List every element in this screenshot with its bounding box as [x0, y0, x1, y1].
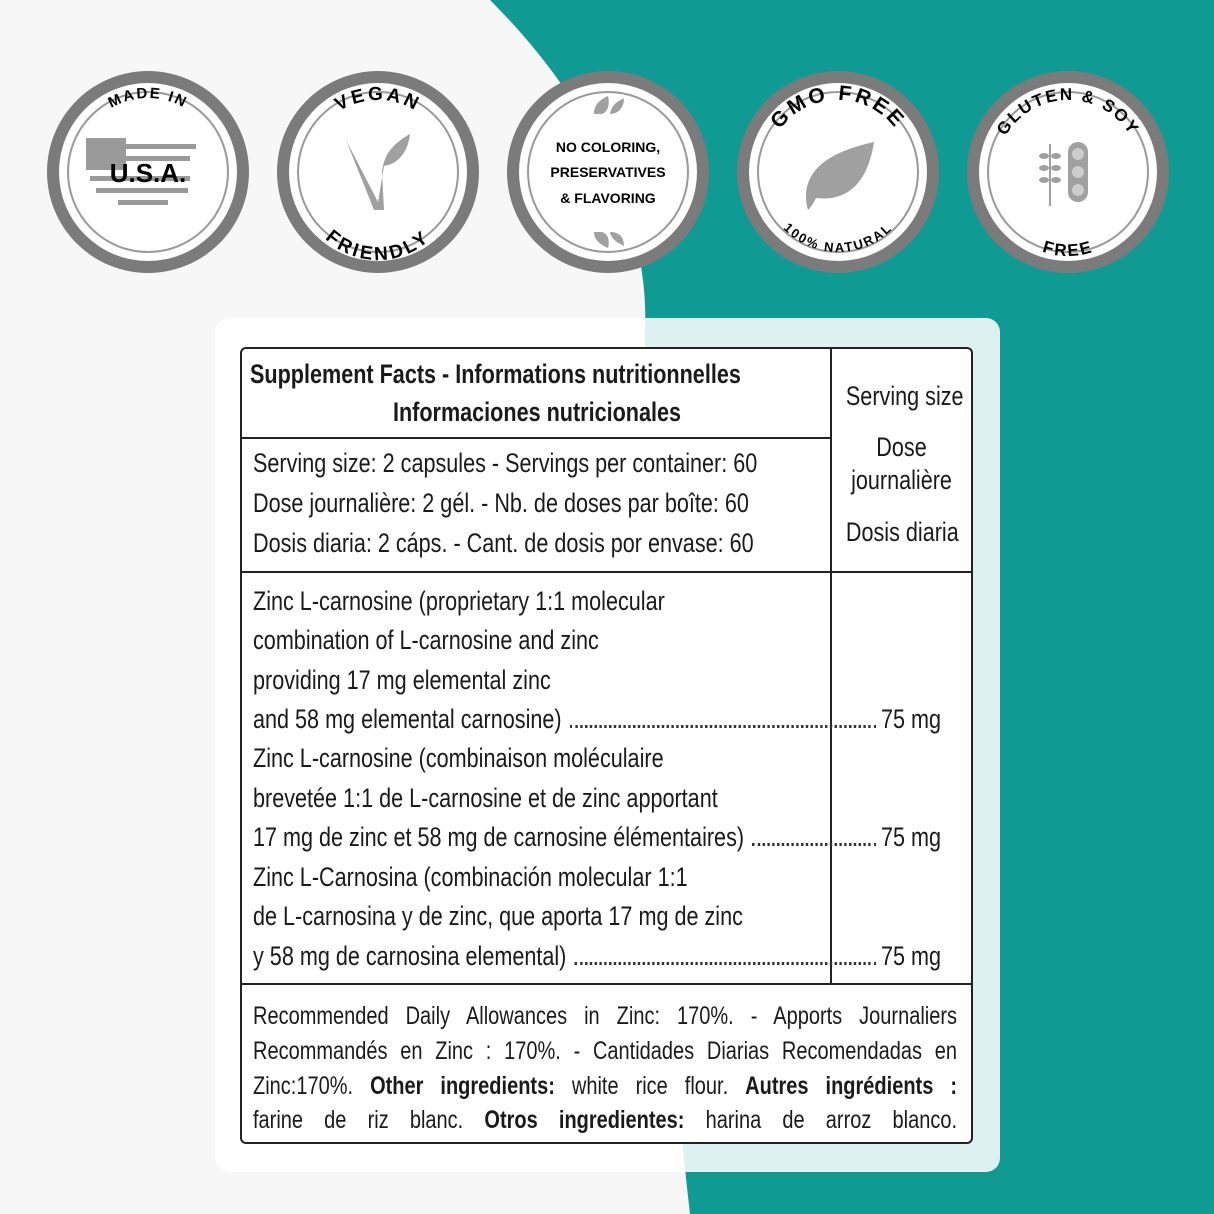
ingredient-line: providing 17 mg elemental zinc: [253, 665, 551, 695]
v-leaf-icon: [346, 134, 410, 210]
svg-text:NO COLORING,: NO COLORING,: [556, 139, 660, 155]
ingredient-amount: 75 mg: [880, 704, 941, 734]
svg-text:PRESERVATIVES: PRESERVATIVES: [550, 164, 665, 180]
footer-bold: Other ingredients:: [370, 1072, 555, 1100]
badge-text: U.S.A.: [110, 158, 187, 188]
footer-bold: Otros ingredientes:: [484, 1106, 685, 1134]
dot-leader: [569, 725, 877, 728]
badge-vegan-friendly: VEGAN FRIENDLY: [277, 71, 479, 273]
facts-title: Supplement Facts - Informations nutritio…: [250, 359, 741, 389]
ingredient-line: and 58 mg elemental carnosine): [253, 704, 562, 734]
footer-text: farine de riz blanc.: [253, 1106, 464, 1134]
badge-gluten-soy-free: GLUTEN & SOY FREE: [967, 71, 1169, 273]
badge-gmo-free: GMO FREE 100% NATURAL: [737, 71, 939, 273]
serving-line: Serving size: 2 capsules - Servings per …: [253, 448, 758, 478]
ingredient-line: 17 mg de zinc et 58 mg de carnosine élém…: [253, 822, 745, 852]
leaves-icon: [594, 96, 624, 248]
footer-text: Zinc:170%.: [253, 1072, 354, 1100]
divider: [830, 349, 832, 983]
ingredient-line: brevetée 1:1 de L-carnosine et de zinc a…: [253, 783, 718, 813]
footer-line: Recommended Daily Allowances in Zinc: 17…: [253, 1002, 957, 1030]
badge-no-additives: NO COLORING, PRESERVATIVES & FLAVORING: [507, 71, 709, 273]
ingredient-line: Zinc L-carnosine (combinaison moléculair…: [253, 743, 664, 773]
ingredient-amount: 75 mg: [880, 941, 941, 971]
usa-flag-map-icon: [86, 138, 196, 205]
ingredient-line: Zinc L-carnosine (proprietary 1:1 molecu…: [253, 586, 665, 616]
dot-leader: [574, 962, 877, 965]
serving-size-label: Dosis diaria: [845, 517, 959, 547]
footer-line: Zinc:170%. Other ingredients: white rice…: [253, 1070, 957, 1102]
ingredient-line: Zinc L-Carnosina (combinación molecular …: [253, 862, 688, 892]
dot-leader: [752, 843, 877, 846]
serving-size-label: Serving size: [845, 381, 964, 411]
badge-made-in-usa: U.S.A. MADE IN: [47, 71, 249, 273]
svg-text:& FLAVORING: & FLAVORING: [560, 190, 656, 206]
divider: [242, 571, 971, 573]
footer-bold: Autres ingrédients :: [745, 1072, 957, 1100]
badges: U.S.A. MADE IN VEGAN FRIENDLY NO COLORIN…: [47, 71, 1169, 273]
footer-line: farine de riz blanc. Otros ingredientes:…: [253, 1104, 957, 1136]
wheat-soy-icon: [1039, 142, 1088, 206]
ingredient-amount: 75 mg: [880, 822, 941, 852]
divider: [242, 437, 832, 439]
ingredient-line: de L-carnosina y de zinc, que aporta 17 …: [253, 901, 743, 931]
serving-line: Dose journalière: 2 gél. - Nb. de doses …: [253, 488, 749, 518]
leaf-icon: [806, 142, 874, 210]
footer-text: white rice flour.: [571, 1072, 729, 1100]
supplement-facts-table: Supplement Facts - Informations nutritio…: [240, 347, 973, 1144]
divider: [242, 983, 971, 985]
svg-text:FREE: FREE: [1041, 237, 1095, 260]
facts-subtitle: Informaciones nutricionales: [392, 397, 682, 427]
serving-line: Dosis diaria: 2 cáps. - Cant. de dosis p…: [253, 528, 754, 558]
serving-size-label: journalière: [851, 465, 952, 495]
footer-text: harina de arroz blanco.: [705, 1106, 957, 1134]
footer-line: Recommandés en Zinc : 170%. - Cantidades…: [253, 1037, 957, 1065]
ingredient-line: y 58 mg de carnosina elemental): [253, 941, 567, 971]
ingredient-line: combination of L-carnosine and zinc: [253, 625, 599, 655]
serving-size-label: Dose: [876, 432, 927, 462]
